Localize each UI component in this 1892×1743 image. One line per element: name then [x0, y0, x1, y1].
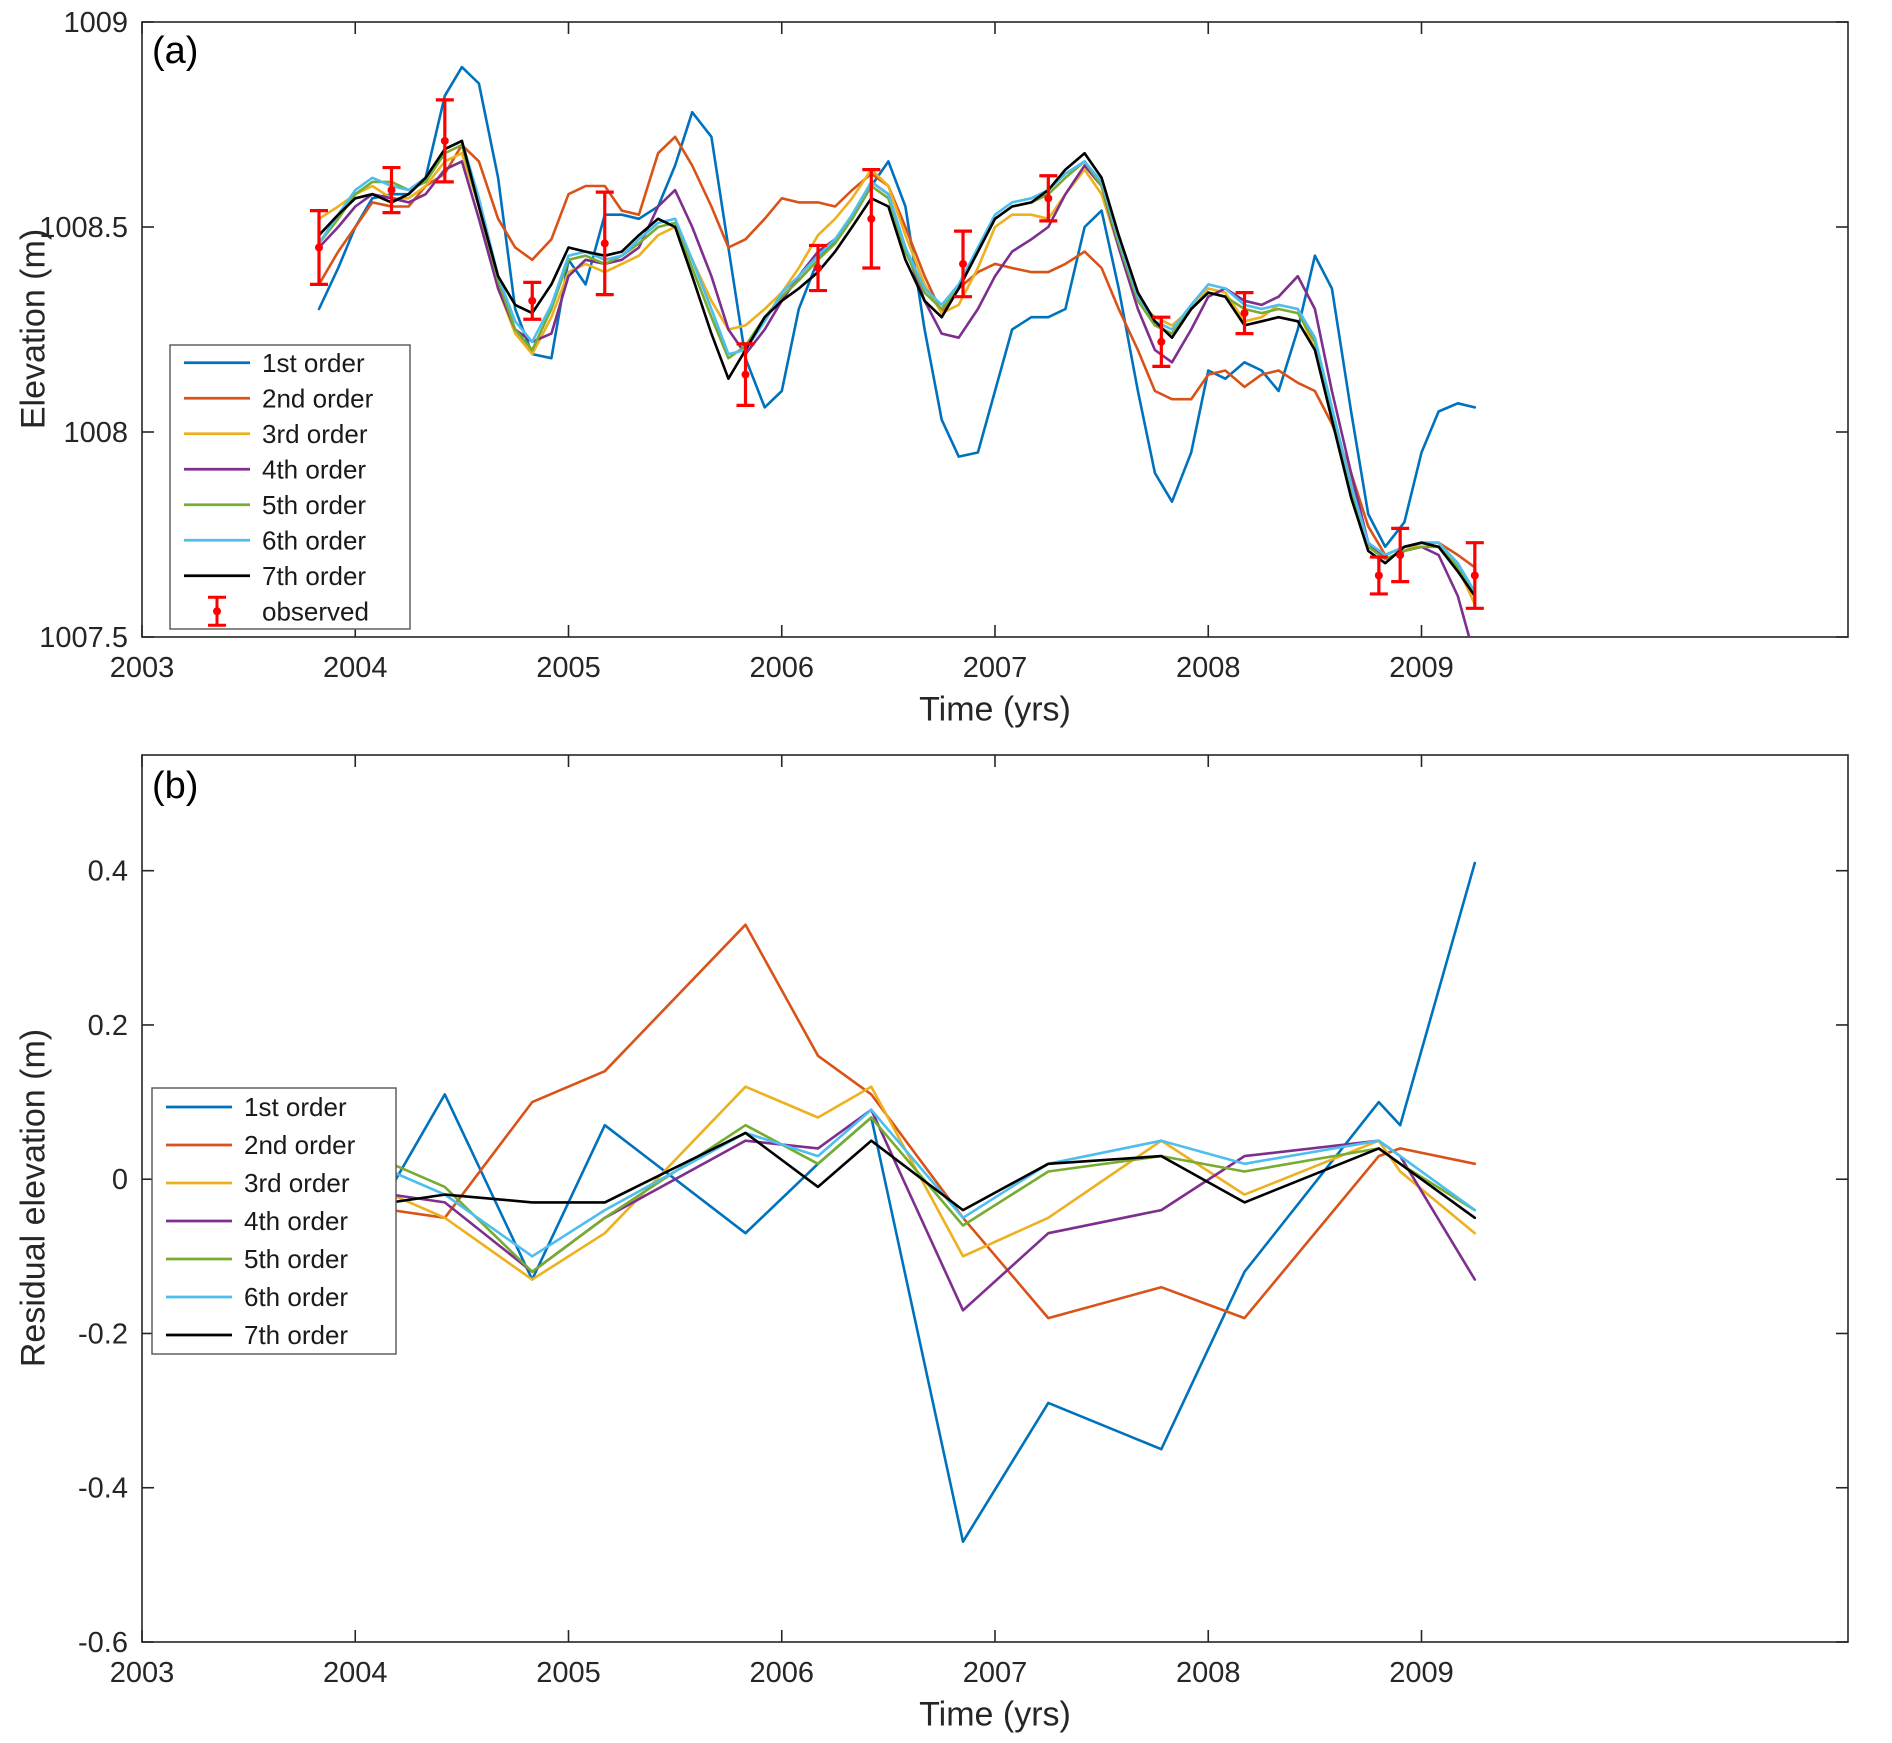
x-tick-label: 2007 [963, 1657, 1028, 1689]
x-tick-label: 2005 [536, 652, 601, 684]
x-tick-label: 2009 [1389, 652, 1454, 684]
x-tick-label: 2007 [963, 652, 1028, 684]
legend-entry-label: 7th order [244, 1320, 348, 1350]
legend-entry-label: 1st order [244, 1092, 347, 1122]
legend-entry-label: 2nd order [262, 383, 374, 413]
legend-entry-label: 7th order [262, 561, 366, 591]
panel-a-x-axis-label: Time (yrs) [919, 690, 1071, 729]
series-line-7th-order [317, 139, 1477, 598]
panel-b-x-axis-label: Time (yrs) [919, 1695, 1071, 1734]
x-tick-label: 2008 [1176, 652, 1241, 684]
legend: 1st order 2nd order 3rd order 4th order 5th … [169, 344, 411, 630]
legend-entry-label: 2nd order [244, 1130, 356, 1160]
series-line-1st-order [317, 861, 1477, 1543]
series-line-6th-order [317, 1108, 1477, 1258]
legend-entry-label: observed [262, 596, 369, 626]
y-tick-label: -0.4 [78, 1473, 128, 1505]
y-tick-label: 1007.5 [39, 622, 128, 654]
series-line-6th-order [317, 139, 1477, 594]
y-tick-label: 0 [112, 1164, 128, 1196]
legend-entry-label: 1st order [262, 348, 365, 378]
x-tick-label: 2003 [110, 1657, 175, 1689]
legend-entry-label: 4th order [262, 454, 366, 484]
panel-b: 2003 2004 2005 2006 2007 2008 2009 -0.6 -0.4 -0.2… [78, 754, 1849, 1689]
y-tick-label: -0.6 [78, 1627, 128, 1659]
legend-entry-label: 6th order [244, 1282, 348, 1312]
legend-errorbar-sample [208, 595, 226, 627]
x-tick-label: 2004 [323, 1657, 388, 1689]
x-tick-label: 2005 [536, 1657, 601, 1689]
observed-errorbars [309, 98, 1484, 610]
legend: 1st order 2nd order 3rd order 4th order 5th … [151, 1087, 397, 1355]
series-line-2nd-order [317, 923, 1477, 1320]
tick-marks-and-labels: 2003 2004 2005 2006 2007 2008 2009 -0.6 -0.4 -0.2… [78, 755, 1848, 1689]
x-tick-label: 2006 [749, 1657, 814, 1689]
legend-box [169, 344, 411, 630]
panel-a-y-axis-label: Elevation (m) [14, 228, 53, 430]
series-line-7th-order [317, 1131, 1477, 1220]
series-line-3rd-order [317, 1085, 1477, 1281]
plot-area [309, 65, 1484, 637]
legend-entry-label: 5th order [262, 490, 366, 520]
panel-a-tag: (a) [152, 30, 199, 72]
x-tick-label: 2006 [749, 652, 814, 684]
plot-area [317, 861, 1477, 1543]
y-tick-label: 1008 [63, 417, 128, 449]
tick-marks-and-labels: 2003 2004 2005 2006 2007 2008 2009 1007.5 1008 10… [39, 7, 1848, 684]
legend-entry-label: 3rd order [262, 419, 368, 449]
legend-entry-label: 5th order [244, 1244, 348, 1274]
y-tick-label: 0.4 [88, 856, 128, 888]
legend-entry-label: 6th order [262, 525, 366, 555]
x-tick-label: 2008 [1176, 1657, 1241, 1689]
y-tick-label: 1008.5 [39, 212, 128, 244]
y-tick-label: -0.2 [78, 1318, 128, 1350]
y-tick-label: 1009 [63, 7, 128, 39]
legend-entry-label: 3rd order [244, 1168, 350, 1198]
x-tick-label: 2003 [110, 652, 175, 684]
panel-b-y-axis-label: Residual elevation (m) [14, 1028, 53, 1368]
y-tick-label: 0.2 [88, 1010, 128, 1042]
panel-b-tag: (b) [152, 765, 199, 807]
series-line-2nd-order [317, 135, 1477, 569]
legend-entry-label: 4th order [244, 1206, 348, 1236]
x-tick-label: 2004 [323, 652, 388, 684]
x-tick-label: 2009 [1389, 1657, 1454, 1689]
panel-a: 2003 2004 2005 2006 2007 2008 2009 1007.5 1008 10… [39, 7, 1849, 684]
series-line-1st-order [317, 65, 1477, 549]
